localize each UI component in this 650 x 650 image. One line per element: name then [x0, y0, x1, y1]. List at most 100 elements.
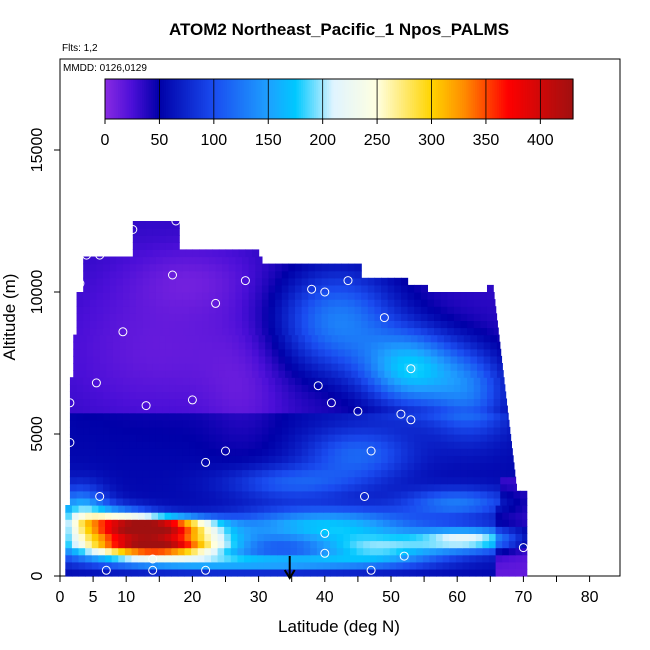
- colorbar-segment: [566, 79, 570, 119]
- heatmap-cell: [99, 334, 107, 343]
- heatmap-cell: [407, 398, 415, 407]
- heatmap-cell: [354, 284, 362, 293]
- colorbar-segment: [253, 79, 256, 119]
- heatmap-cell: [83, 306, 91, 314]
- heatmap-cell: [515, 540, 523, 549]
- heatmap-cell: [427, 469, 435, 478]
- heatmap-cell: [442, 568, 450, 577]
- heatmap-cell: [222, 455, 230, 463]
- heatmap-cell: [402, 505, 411, 513]
- colorbar-segment: [472, 79, 476, 119]
- heatmap-cell: [440, 313, 448, 321]
- heatmap-cell: [182, 313, 190, 321]
- heatmap-cell: [290, 561, 298, 570]
- heatmap-cell: [271, 363, 280, 371]
- heatmap-cell: [334, 490, 342, 499]
- colorbar-segment: [464, 79, 467, 119]
- colorbar-segment: [222, 79, 226, 119]
- heatmap-cell: [404, 370, 412, 378]
- heatmap-cell: [98, 540, 106, 549]
- heatmap-cell: [257, 568, 265, 577]
- heatmap-cell: [192, 370, 200, 378]
- heatmap-cell: [367, 320, 376, 329]
- heatmap-cell: [308, 448, 316, 456]
- heatmap-cell: [281, 405, 289, 414]
- heatmap-cell: [91, 561, 99, 570]
- heatmap-cell: [195, 263, 203, 272]
- heatmap-cell: [316, 512, 325, 520]
- heatmap-cell: [513, 497, 521, 506]
- heatmap-cell: [165, 355, 174, 364]
- heatmap-cell: [157, 512, 166, 520]
- heatmap-cell: [96, 263, 104, 272]
- heatmap-cell: [303, 526, 311, 534]
- heatmap-cell: [495, 526, 503, 534]
- heatmap-cell: [341, 469, 349, 478]
- heatmap-cell: [473, 476, 481, 485]
- heatmap-cell: [144, 568, 152, 577]
- heatmap-cell: [235, 313, 243, 321]
- heatmap-cell: [261, 377, 270, 385]
- heatmap-cell: [308, 412, 316, 421]
- heatmap-cell: [334, 263, 342, 272]
- colorbar-segment: [165, 79, 169, 119]
- heatmap-cell: [314, 377, 323, 385]
- heatmap-cell: [208, 299, 217, 307]
- heatmap-cell: [321, 412, 329, 421]
- heatmap-cell: [258, 370, 266, 378]
- heatmap-cell: [447, 292, 455, 300]
- heatmap-cell: [235, 391, 243, 400]
- heatmap-cell: [515, 533, 523, 542]
- heatmap-cell: [515, 554, 523, 563]
- heatmap-cell: [285, 370, 293, 378]
- heatmap-cell: [157, 519, 166, 527]
- heatmap-cell: [288, 405, 296, 414]
- heatmap-cell: [394, 327, 402, 336]
- heatmap-cell: [410, 348, 419, 357]
- heatmap-cell: [400, 405, 409, 414]
- heatmap-cell: [248, 469, 256, 478]
- heatmap-cell: [324, 363, 333, 371]
- heatmap-cell: [407, 483, 415, 492]
- heatmap-cell: [374, 284, 382, 293]
- heatmap-cell: [434, 306, 442, 314]
- heatmap-cell: [336, 554, 344, 563]
- heatmap-cell: [248, 497, 256, 506]
- heatmap-cell: [493, 398, 501, 407]
- heatmap-cell: [347, 391, 356, 400]
- heatmap-cell: [473, 448, 481, 456]
- heatmap-cell: [96, 469, 104, 478]
- heatmap-cell: [288, 292, 296, 300]
- heatmap-cell: [367, 419, 376, 428]
- heatmap-cell: [334, 327, 342, 336]
- heatmap-cell: [455, 526, 464, 534]
- heatmap-cell: [377, 355, 385, 364]
- heatmap-cell: [314, 391, 323, 400]
- heatmap-cell: [486, 327, 495, 336]
- heatmap-cell: [129, 377, 137, 385]
- heatmap-cell: [424, 370, 432, 378]
- heatmap-cell: [275, 434, 283, 442]
- heatmap-cell: [175, 448, 184, 456]
- heatmap-cell: [171, 526, 179, 534]
- heatmap-cell: [237, 540, 245, 549]
- heatmap-cell: [109, 469, 117, 478]
- heatmap-cell: [119, 370, 127, 378]
- heatmap-cell: [396, 519, 404, 527]
- heatmap-cell: [85, 519, 93, 527]
- heatmap-cell: [500, 490, 508, 499]
- heatmap-cell: [263, 547, 272, 556]
- heatmap-cell: [396, 512, 404, 520]
- heatmap-cell: [429, 512, 437, 520]
- heatmap-cell: [119, 341, 127, 350]
- heatmap-cell: [493, 327, 499, 336]
- heatmap-cell: [417, 334, 425, 343]
- heatmap-cell: [496, 355, 503, 364]
- heatmap-cell: [204, 554, 212, 563]
- heatmap-cell: [202, 426, 210, 435]
- heatmap-cell: [109, 483, 117, 492]
- heatmap-cell: [349, 540, 358, 549]
- heatmap-cell: [277, 526, 285, 534]
- heatmap-cell: [261, 306, 270, 314]
- heatmap-cell: [164, 505, 172, 513]
